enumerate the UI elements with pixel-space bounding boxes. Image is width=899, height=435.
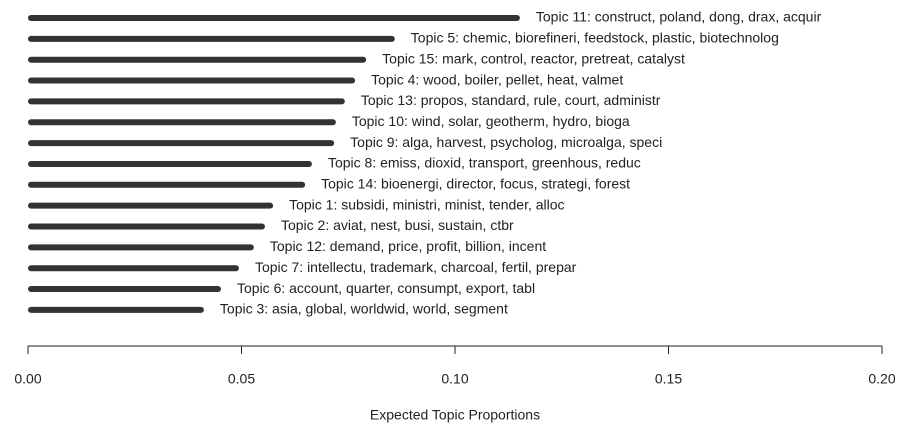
bar-label: Topic 10: wind, solar, geotherm, hydro, …	[352, 113, 630, 129]
x-tick-label: 0.00	[14, 371, 41, 387]
bar-label: Topic 14: bioenergi, director, focus, st…	[321, 176, 630, 192]
bar-label: Topic 1: subsidi, ministri, minist, tend…	[289, 196, 564, 212]
bar	[28, 56, 367, 63]
bar-label: Topic 15: mark, control, reactor, pretre…	[382, 50, 685, 66]
bar-label: Topic 13: propos, standard, rule, court,…	[361, 92, 661, 108]
bar-label: Topic 6: account, quarter, consumpt, exp…	[237, 280, 535, 296]
bar	[28, 265, 239, 272]
bar-label: Topic 7: intellectu, trademark, charcoal…	[255, 259, 577, 275]
bar	[28, 202, 274, 209]
bar	[28, 15, 520, 21]
bar	[28, 244, 254, 251]
bar	[28, 98, 345, 105]
bar-label: Topic 8: emiss, dioxid, transport, green…	[328, 155, 641, 171]
bar-label: Topic 5: chemic, biorefineri, feedstock,…	[411, 30, 779, 46]
bar-label: Topic 12: demand, price, profit, billion…	[270, 238, 546, 254]
bar	[28, 286, 222, 293]
bar-label: Topic 9: alga, harvest, psycholog, micro…	[350, 134, 662, 150]
x-tick-label: 0.10	[441, 371, 468, 387]
bar	[28, 306, 204, 313]
x-tick-label: 0.20	[868, 371, 895, 387]
bar	[28, 35, 395, 42]
bar-label: Topic 2: aviat, nest, busi, sustain, ctb…	[281, 217, 514, 233]
bar	[28, 181, 306, 188]
bar-label: Topic 11: construct, poland, dong, drax,…	[536, 9, 822, 25]
bar	[28, 223, 265, 230]
x-tick-label: 0.05	[228, 371, 255, 387]
bar	[28, 77, 356, 84]
bar	[28, 119, 336, 126]
bar-label: Topic 3: asia, global, worldwid, world, …	[220, 301, 508, 317]
bar	[28, 160, 312, 167]
x-axis-label: Expected Topic Proportions	[370, 407, 540, 423]
bar-label: Topic 4: wood, boiler, pellet, heat, val…	[371, 71, 623, 87]
bar	[28, 140, 335, 147]
x-tick-label: 0.15	[655, 371, 682, 387]
